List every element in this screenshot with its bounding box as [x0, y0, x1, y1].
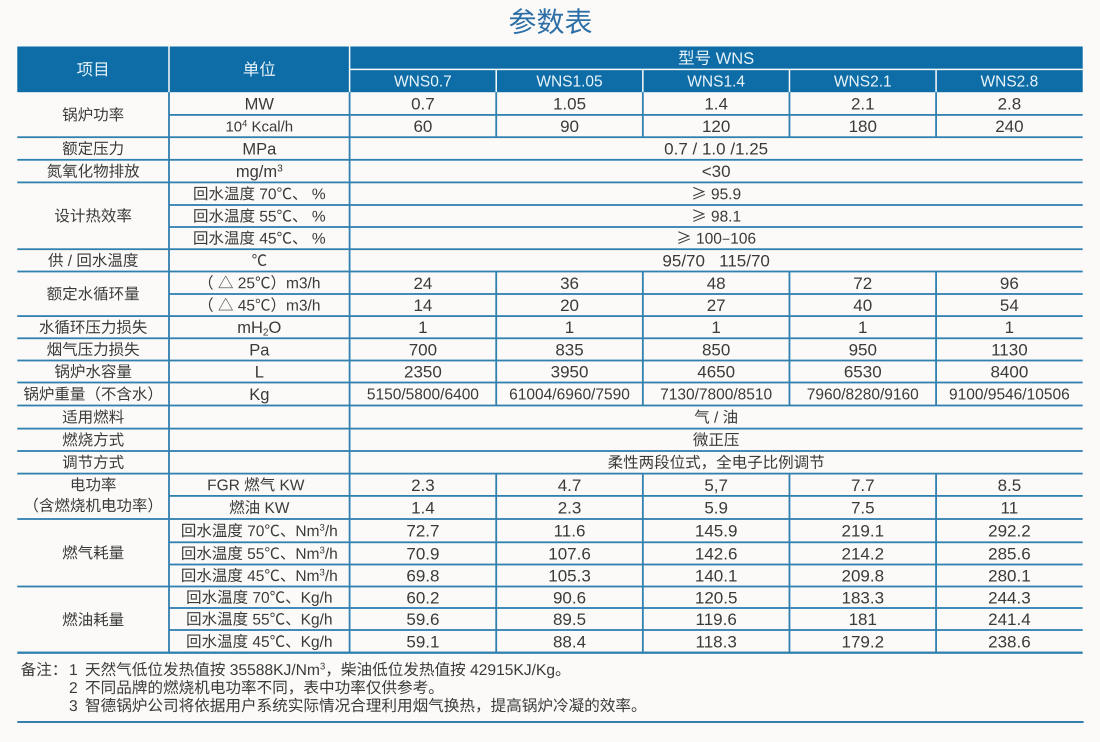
svg-text:104 Kcal/h: 104 Kcal/h	[225, 118, 293, 135]
svg-text:14: 14	[413, 296, 432, 315]
svg-text:70.9: 70.9	[406, 544, 439, 563]
svg-text:MPa: MPa	[242, 140, 277, 158]
svg-text:95/70 115/70: 95/70 115/70	[662, 251, 769, 270]
svg-text:MW: MW	[245, 95, 275, 113]
svg-text:2.3: 2.3	[411, 476, 435, 495]
svg-text:24: 24	[413, 274, 432, 293]
svg-text:1: 1	[565, 318, 574, 337]
svg-text:11: 11	[1001, 498, 1019, 517]
svg-text:61004/6960/7590: 61004/6960/7590	[509, 387, 630, 404]
svg-text:1: 1	[858, 318, 867, 337]
svg-text:105.3: 105.3	[548, 567, 591, 586]
svg-text:59.6: 59.6	[406, 610, 439, 629]
svg-text:8400: 8400	[990, 363, 1028, 382]
svg-text:69.8: 69.8	[406, 567, 439, 586]
svg-text:5150/5800/6400: 5150/5800/6400	[367, 387, 479, 404]
svg-text:4.7: 4.7	[558, 476, 582, 495]
svg-text:238.6: 238.6	[988, 632, 1031, 651]
svg-text:183.3: 183.3	[841, 588, 884, 607]
svg-text:90.6: 90.6	[553, 588, 586, 607]
svg-text:48: 48	[707, 274, 726, 293]
svg-text:WNS1.4: WNS1.4	[687, 73, 745, 90]
svg-text:240: 240	[995, 117, 1023, 136]
svg-text:6530: 6530	[844, 363, 882, 382]
svg-text:20: 20	[560, 296, 579, 315]
svg-text:214.2: 214.2	[841, 544, 884, 563]
svg-text:54: 54	[1000, 296, 1019, 315]
svg-text:292.2: 292.2	[988, 522, 1031, 541]
svg-text:118.3: 118.3	[696, 632, 737, 651]
svg-text:mH2O: mH2O	[237, 319, 281, 339]
svg-text:96: 96	[1000, 274, 1019, 293]
svg-text:7130/7800/8510: 7130/7800/8510	[660, 387, 772, 404]
svg-text:7.7: 7.7	[851, 476, 875, 495]
svg-text:36: 36	[560, 274, 579, 293]
svg-text:950: 950	[849, 340, 877, 359]
svg-text:209.8: 209.8	[841, 567, 884, 586]
svg-text:27: 27	[707, 296, 726, 315]
svg-text:2.1: 2.1	[851, 95, 875, 114]
svg-text:mg/m3: mg/m3	[236, 163, 283, 181]
svg-text:1.05: 1.05	[553, 95, 586, 114]
svg-text:L: L	[255, 363, 264, 381]
svg-text:1.4: 1.4	[704, 95, 728, 114]
svg-text:4650: 4650	[697, 363, 735, 382]
svg-text:0.7 / 1.0 /1.25: 0.7 / 1.0 /1.25	[664, 140, 768, 159]
svg-text:180: 180	[849, 117, 877, 136]
svg-text:72.7: 72.7	[406, 522, 439, 541]
svg-text:2350: 2350	[404, 363, 442, 382]
svg-text:119.6: 119.6	[696, 610, 737, 629]
svg-text:244.3: 244.3	[988, 588, 1031, 607]
svg-text:88.4: 88.4	[553, 632, 586, 651]
svg-text:700: 700	[409, 340, 437, 359]
svg-text:WNS1.05: WNS1.05	[536, 73, 602, 90]
svg-text:181: 181	[849, 610, 877, 629]
svg-text:1: 1	[1005, 318, 1014, 337]
svg-text:5.9: 5.9	[704, 498, 728, 517]
svg-text:0.7: 0.7	[411, 95, 435, 114]
svg-text:5,7: 5,7	[704, 476, 728, 495]
svg-text:107.6: 107.6	[548, 544, 591, 563]
svg-text:Pa: Pa	[249, 341, 270, 359]
svg-text:9100/9546/10506: 9100/9546/10506	[949, 387, 1070, 404]
svg-text:1: 1	[711, 318, 720, 337]
svg-text:WNS0.7: WNS0.7	[394, 73, 452, 90]
svg-text:140.1: 140.1	[695, 567, 738, 586]
svg-text:219.1: 219.1	[841, 522, 884, 541]
svg-text:<30: <30	[702, 162, 731, 181]
svg-text:11.6: 11.6	[554, 522, 586, 541]
svg-text:2.3: 2.3	[558, 498, 582, 517]
svg-text:120: 120	[702, 117, 730, 136]
svg-text:Kg: Kg	[249, 386, 269, 404]
svg-text:7.5: 7.5	[851, 498, 875, 517]
svg-text:WNS2.8: WNS2.8	[981, 73, 1039, 90]
svg-text:3950: 3950	[551, 363, 589, 382]
svg-text:1130: 1130	[991, 340, 1028, 359]
svg-text:89.5: 89.5	[553, 610, 586, 629]
svg-text:40: 40	[853, 296, 872, 315]
svg-text:72: 72	[853, 274, 872, 293]
svg-text:241.4: 241.4	[988, 610, 1031, 629]
svg-text:142.6: 142.6	[695, 544, 738, 563]
svg-text:2.8: 2.8	[998, 95, 1022, 114]
svg-text:8.5: 8.5	[998, 476, 1022, 495]
svg-text:60: 60	[413, 117, 432, 136]
svg-text:59.1: 59.1	[406, 632, 439, 651]
svg-text:90: 90	[560, 117, 579, 136]
svg-text:WNS2.1: WNS2.1	[834, 73, 892, 90]
svg-text:1.4: 1.4	[411, 498, 435, 517]
svg-text:1: 1	[418, 318, 427, 337]
svg-text:145.9: 145.9	[695, 522, 738, 541]
svg-text:7960/8280/9160: 7960/8280/9160	[807, 387, 919, 404]
svg-text:120.5: 120.5	[695, 588, 738, 607]
svg-text:280.1: 280.1	[988, 567, 1031, 586]
svg-text:285.6: 285.6	[988, 544, 1031, 563]
svg-text:179.2: 179.2	[841, 632, 884, 651]
svg-text:835: 835	[555, 340, 583, 359]
svg-text:60.2: 60.2	[406, 588, 439, 607]
svg-text:850: 850	[702, 340, 730, 359]
